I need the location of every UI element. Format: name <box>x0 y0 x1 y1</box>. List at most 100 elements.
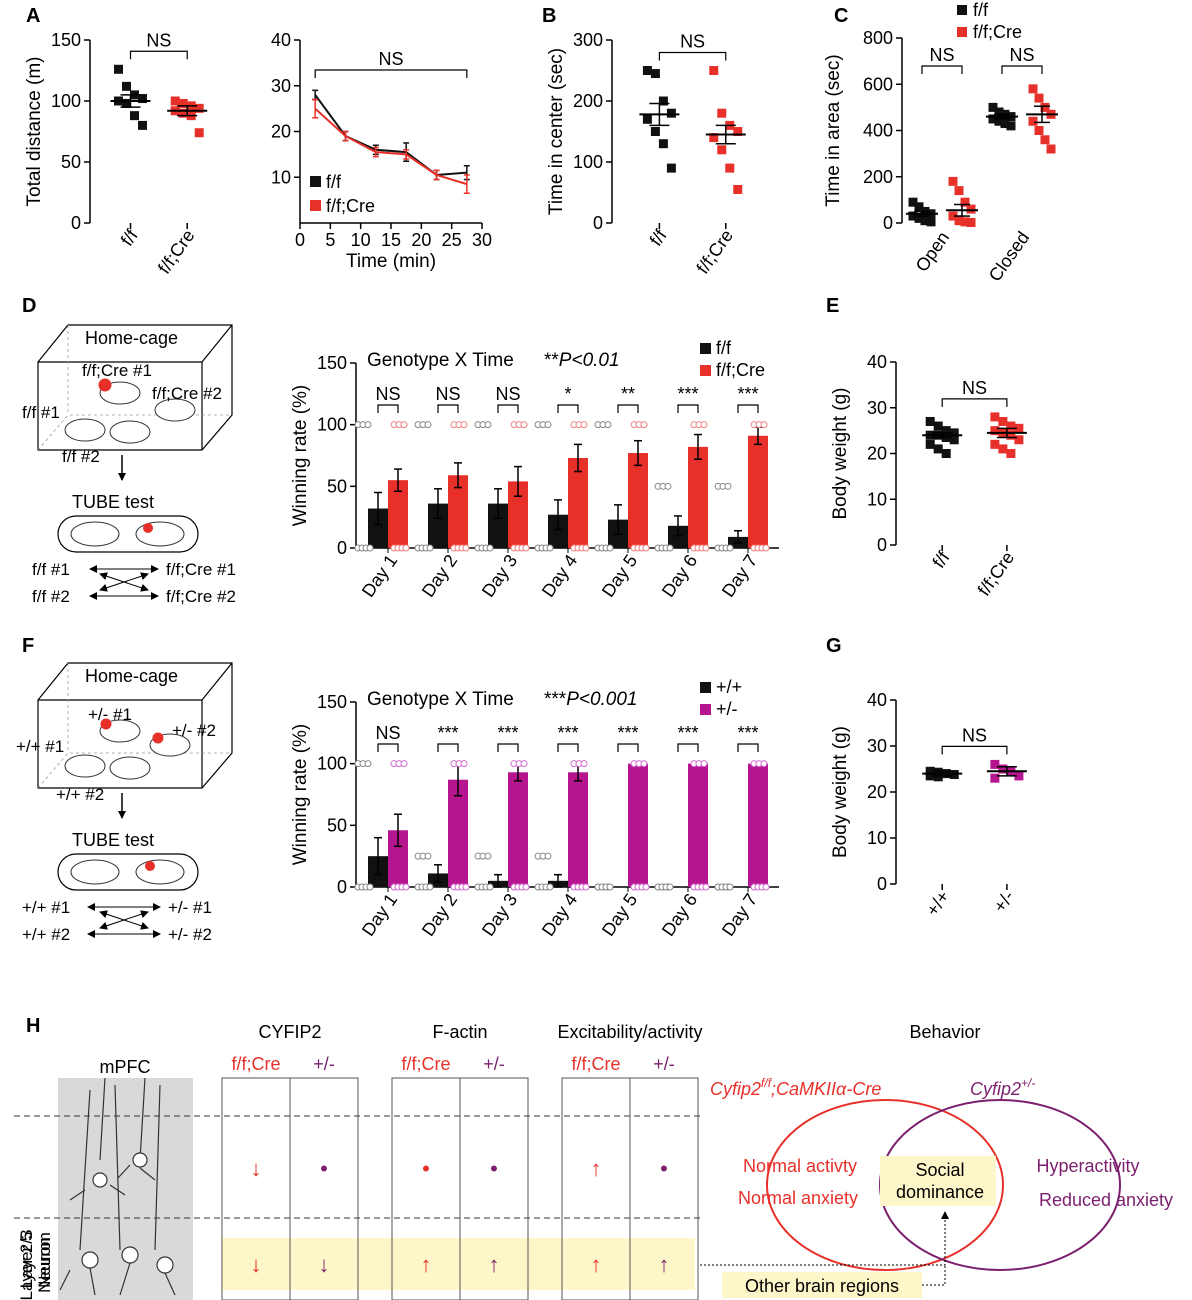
data-point <box>954 216 964 226</box>
data-point <box>426 544 434 552</box>
significance-bracket <box>941 745 1008 755</box>
bar <box>568 772 588 887</box>
x-category-label: Day 7 <box>718 551 761 601</box>
data-point <box>908 197 918 207</box>
significance-bracket <box>497 743 519 752</box>
significance-bracket <box>737 743 759 752</box>
layer5-change: ↑ <box>591 1252 602 1277</box>
data-point <box>666 108 676 118</box>
legend-label: +/- <box>716 699 738 719</box>
significance-bracket <box>921 65 963 74</box>
layer23-change: • <box>660 1156 668 1181</box>
data-point <box>366 544 374 552</box>
y-tick-label: 200 <box>573 91 603 111</box>
right-trait: Hyperactivity <box>1036 1156 1139 1176</box>
bar <box>488 503 508 548</box>
mouse-label: f/f #1 <box>22 403 60 422</box>
pair-label: f/f;Cre #1 <box>166 560 236 579</box>
data-point <box>402 883 410 891</box>
data-point <box>460 760 468 768</box>
data-point <box>642 544 650 552</box>
data-point <box>522 544 530 552</box>
data-point <box>925 766 935 776</box>
data-point <box>933 421 943 431</box>
bar <box>368 508 388 548</box>
y-tick-label: 0 <box>877 535 887 555</box>
right-trait: Reduced anxiety <box>1039 1190 1173 1210</box>
layer5-change: ↓ <box>251 1252 262 1277</box>
data-point <box>1006 430 1016 440</box>
data-point <box>486 883 494 891</box>
data-point <box>988 102 998 112</box>
significance-bracket <box>497 404 519 413</box>
pair-label: f/f #1 <box>32 560 70 579</box>
significance-label: NS <box>680 32 705 52</box>
y-tick-label: 0 <box>877 874 887 894</box>
data-point <box>1014 423 1024 433</box>
data-point <box>990 439 1000 449</box>
data-point <box>933 772 943 782</box>
series-line <box>314 94 467 176</box>
data-point <box>650 69 660 79</box>
data-point <box>486 544 494 552</box>
layer5-highlight <box>222 1238 695 1290</box>
x-group-label: Open <box>912 228 954 276</box>
significance-label: NS <box>146 30 171 50</box>
data-point <box>717 145 727 155</box>
x-category-label: f/f;Cre <box>154 226 198 278</box>
y-tick-label: 100 <box>51 91 81 111</box>
significance-label: *** <box>677 384 698 404</box>
y-tick-label: 300 <box>573 30 603 50</box>
x-tick-label: 30 <box>472 230 492 250</box>
data-point <box>666 163 676 173</box>
significance-bracket <box>1001 65 1043 74</box>
data-point <box>606 883 614 891</box>
mouse-icons <box>64 378 196 444</box>
bar <box>748 435 768 548</box>
significance-label: NS <box>375 384 400 404</box>
pair-label: +/- #1 <box>168 898 212 917</box>
y-tick-label: 0 <box>71 213 81 233</box>
bar <box>448 475 468 548</box>
data-point <box>949 435 959 445</box>
y-tick-label: 50 <box>61 152 81 172</box>
y-tick-label: 20 <box>867 782 887 802</box>
data-point <box>960 197 970 207</box>
layer23-change: • <box>490 1156 498 1181</box>
bar <box>388 830 408 887</box>
data-point <box>194 128 204 138</box>
x-category-label: Day 4 <box>538 551 581 601</box>
neuron-drawing <box>59 1077 176 1296</box>
data-point <box>582 883 590 891</box>
genotype-label: +/- <box>483 1054 505 1074</box>
data-point <box>546 883 554 891</box>
data-point <box>702 544 710 552</box>
data-point <box>994 107 1004 117</box>
legend-swatch <box>700 343 711 354</box>
bar <box>688 763 708 887</box>
bar <box>428 503 448 548</box>
y-axis-label: Total distance (m) <box>24 57 45 207</box>
data-point <box>1040 102 1050 112</box>
data-point <box>1006 449 1016 458</box>
x-category-label: Day 3 <box>478 890 521 940</box>
layer5-change: ↑ <box>659 1252 670 1277</box>
data-point <box>484 421 492 429</box>
pathway-arrow <box>922 1265 946 1286</box>
data-point <box>546 544 554 552</box>
column-header: Excitability/activity <box>557 1022 702 1042</box>
y-axis-label: Winning rate (%) <box>290 724 311 866</box>
data-point <box>998 764 1008 774</box>
significance-label: NS <box>435 384 460 404</box>
data-point <box>170 96 180 106</box>
legend-label: +/+ <box>716 677 742 697</box>
data-point <box>1006 421 1016 431</box>
x-category-label: Day 6 <box>658 551 701 601</box>
y-tick-label: 20 <box>867 444 887 464</box>
data-point <box>960 217 970 227</box>
bar <box>668 525 688 548</box>
y-axis-label: Body weight (g) <box>830 726 851 858</box>
other-regions-highlight <box>722 1272 922 1298</box>
grid-column <box>629 1077 699 1300</box>
